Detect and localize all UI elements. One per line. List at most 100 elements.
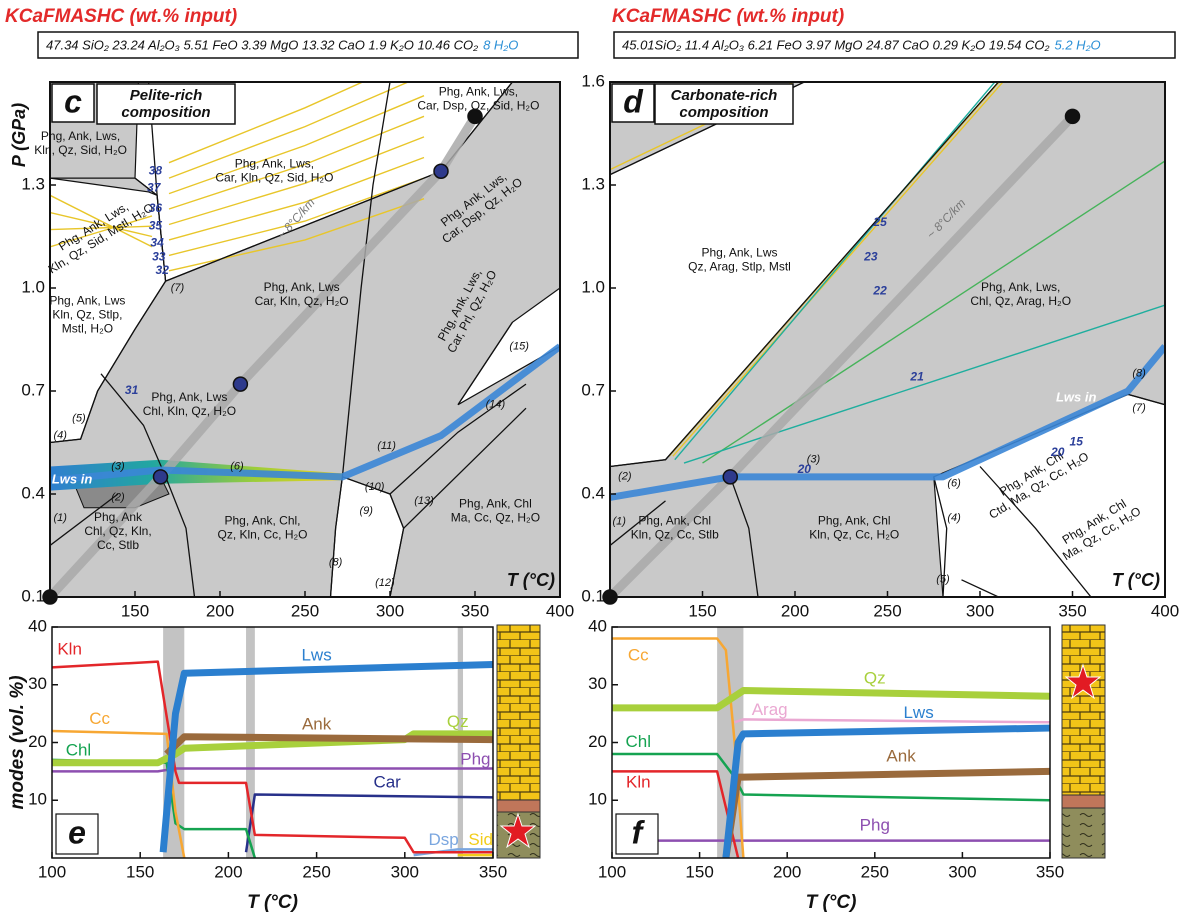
panel-title: KCaFMASHC (wt.% input) <box>612 6 844 27</box>
geotherm-point <box>467 108 483 125</box>
x-tick-label: 400 <box>546 601 574 620</box>
boundary <box>341 82 391 477</box>
subtitle: composition <box>679 104 768 121</box>
isopleth <box>50 194 153 248</box>
field-label: Qz, Arag, Stlp, Mstl <box>688 260 791 274</box>
boundary <box>610 500 666 547</box>
panel-letter: d <box>623 83 644 119</box>
panel-title: KCaFMASHC (wt.% input) <box>5 6 237 27</box>
series-label: Kln <box>57 640 82 659</box>
x-tick-label: 300 <box>948 862 976 881</box>
isopleth-label: 25 <box>872 215 887 229</box>
x-tick-label: 100 <box>598 862 626 881</box>
field-label: Phg, Ank, Chl <box>459 496 532 510</box>
x-tick-label: 150 <box>121 601 149 620</box>
y-tick-label: 10 <box>28 790 47 809</box>
y-tick-label: 30 <box>28 674 47 693</box>
boundary <box>933 476 948 597</box>
field-number: (1) <box>53 512 67 524</box>
field-label: Kln, Qz, Stlp, <box>52 308 122 322</box>
field-number: (5) <box>72 412 86 424</box>
y-tick-label: 0.1 <box>21 586 45 605</box>
isopleth <box>168 82 365 164</box>
field-label: Phg, Ank, Lws <box>701 246 777 260</box>
field-label: Phg, Ank, Chl, <box>224 514 300 528</box>
y-tick-label: 1.0 <box>581 277 605 296</box>
x-tick-label: 150 <box>685 862 713 881</box>
series-label: Lws <box>301 645 331 664</box>
isopleth-label: 22 <box>872 284 887 298</box>
subtitle: Carbonate-rich <box>671 87 778 104</box>
water: 8 H₂O <box>483 37 518 52</box>
field-number: (11) <box>377 440 396 452</box>
isopleth <box>168 95 425 195</box>
isopleth-label: 21 <box>909 369 924 383</box>
x-axis-label: T (°C) <box>247 892 298 913</box>
y-tick-label: 40 <box>28 616 47 635</box>
mode-band <box>50 459 343 491</box>
isopleth <box>168 177 425 257</box>
panel-letter: c <box>64 83 82 119</box>
isopleth-label: 33 <box>152 249 166 263</box>
boundary <box>329 476 344 597</box>
field-number: (2) <box>111 491 125 503</box>
series-label: Kln <box>626 772 651 791</box>
y-tick-label: 1.6 <box>581 71 605 90</box>
isopleth <box>674 82 996 461</box>
panel-letter: e <box>68 814 86 850</box>
x-tick-label: 250 <box>861 862 889 881</box>
boundary <box>979 466 1092 597</box>
x-tick-label: 350 <box>1058 601 1086 620</box>
reaction-label: Lws in <box>1056 389 1097 404</box>
field-number: (2) <box>618 471 632 483</box>
x-tick-label: 200 <box>781 601 809 620</box>
water: 5.2 H₂O <box>1055 37 1101 52</box>
field-label: Kln, Qz, Sid, H₂O <box>34 143 127 157</box>
subtitle-box <box>96 83 236 125</box>
field-label: Chl, Qz, Arag, H₂O <box>970 294 1071 308</box>
field-label: Phg, Ank, Lws, <box>981 280 1060 294</box>
field-number: (1) <box>613 515 627 527</box>
subtitle: Pelite-rich <box>130 87 203 104</box>
y-tick-label: 0.4 <box>581 483 605 502</box>
isopleth <box>702 160 1165 464</box>
field-label: Phg, Ank, Lws, <box>41 129 120 143</box>
isopleth-label: 37 <box>147 181 162 195</box>
series-label: Cc <box>89 709 110 728</box>
series-label: Ank <box>302 715 332 734</box>
field-label: Phg, Ank, Lws <box>264 280 340 294</box>
boundary <box>389 383 527 495</box>
field-label: Qz, Kln, Cc, H₂O <box>217 528 307 542</box>
field-label: Phg, Ank, Lws, <box>235 156 314 170</box>
y-tick-label: 40 <box>588 616 607 635</box>
mode-line <box>159 661 494 853</box>
series-label: Cc <box>628 645 649 664</box>
geotherm-point <box>232 376 249 392</box>
x-tick-label: 350 <box>461 601 489 620</box>
composition: 45.01SiO₂ 11.4 Al₂O₃ 6.21 FeO 3.97 MgO 2… <box>622 37 1050 52</box>
geotherm-point <box>1064 108 1081 125</box>
isopleth-label: 23 <box>863 249 878 263</box>
y-tick-label: 0.4 <box>21 483 45 502</box>
boundary <box>50 493 119 547</box>
field-number: (15) <box>509 340 529 352</box>
panel-letter-box <box>55 813 99 855</box>
y-tick-label: 20 <box>588 732 607 751</box>
field-label: Car, Kln, Qz, Sid, H₂O <box>215 170 333 184</box>
series-label: Lws <box>903 703 933 722</box>
x-tick-label: 150 <box>688 601 716 620</box>
x-tick-label: 300 <box>376 601 404 620</box>
y-tick-label: 1.3 <box>21 174 45 193</box>
x-tick-label: 250 <box>302 862 330 881</box>
series-label: Car <box>373 772 401 791</box>
isopleth-label: 15 <box>1070 435 1084 449</box>
field-label: Mstl, H₂O <box>62 322 113 336</box>
field-label: Cc, Stlb <box>97 538 139 552</box>
field-number: (3) <box>111 460 125 472</box>
field-label: Phg, Ank <box>94 510 143 524</box>
field-number: (4) <box>53 430 67 442</box>
field-label: Car, Kln, Qz, H₂O <box>255 294 349 308</box>
x-tick-label: 250 <box>291 601 319 620</box>
isopleth <box>168 115 425 210</box>
